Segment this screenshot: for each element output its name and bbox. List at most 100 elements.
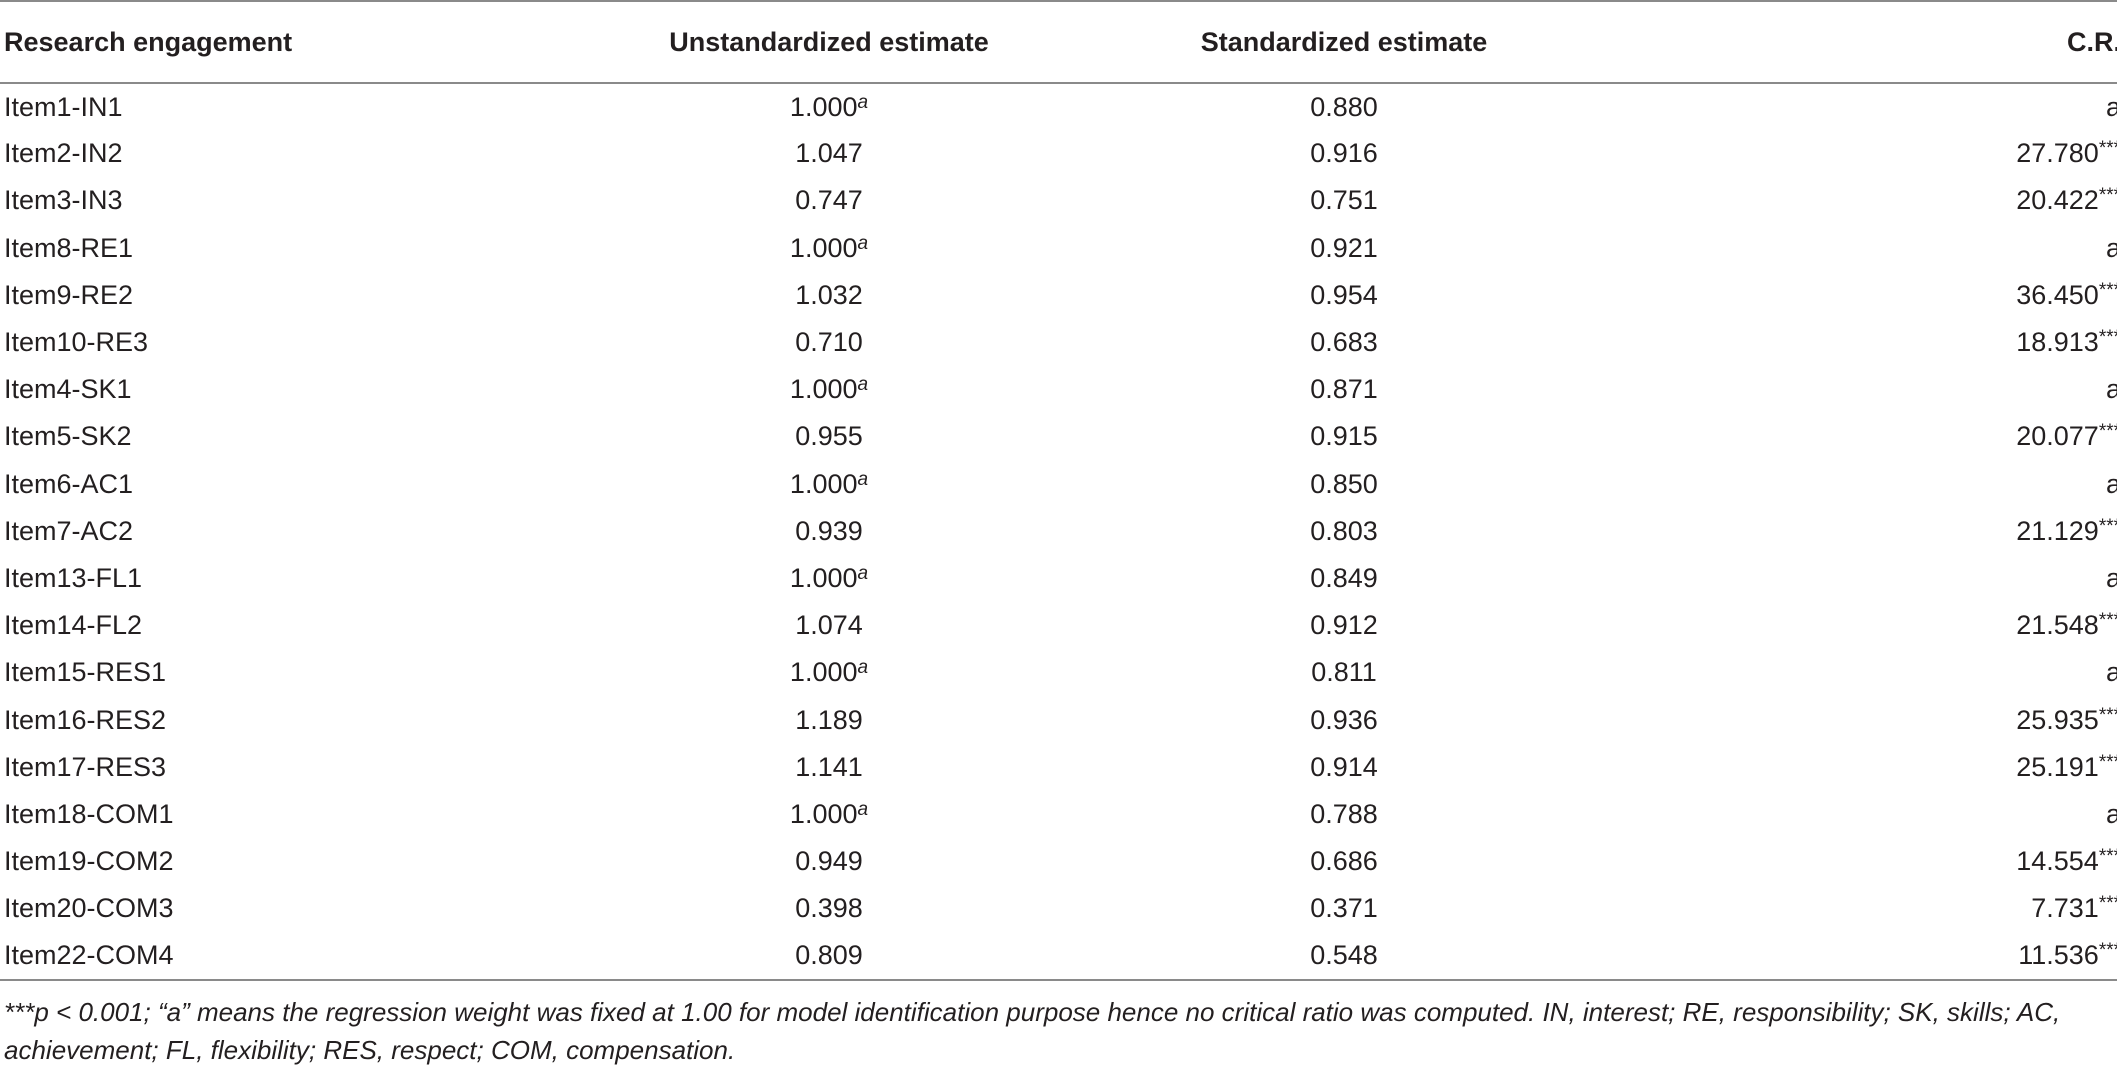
- significance-stars: ***: [2098, 515, 2117, 537]
- unstandardized-value: 0.939: [795, 515, 863, 546]
- unstandardized-cell: 1.047: [564, 130, 1094, 177]
- table-row: Item17-RES3 1.141 0.914 25.191***: [0, 744, 2117, 791]
- unstandardized-value: 1.000: [789, 374, 858, 405]
- critical-ratio-cell: a: [1594, 83, 2117, 130]
- unstandardized-cell: 1.141: [564, 744, 1094, 791]
- unstandardized-cell: 1.074: [564, 602, 1094, 649]
- critical-ratio-cell: 20.422***: [1594, 177, 2117, 224]
- critical-ratio-cell: 11.536***: [1594, 932, 2117, 981]
- critical-ratio-value: a: [2105, 468, 2117, 499]
- standardized-cell: 0.915: [1310, 421, 1378, 452]
- item-cell: Item15-RES1: [4, 657, 167, 688]
- critical-ratio-cell: 25.191***: [1594, 744, 2117, 791]
- standardized-cell: 0.936: [1310, 704, 1378, 735]
- table-row: Item20-COM3 0.398 0.371 7.731***: [0, 885, 2117, 932]
- unstandardized-value: 1.000: [789, 232, 858, 263]
- critical-ratio-value: a: [2105, 374, 2117, 405]
- item-cell: Item8-RE1: [4, 232, 134, 263]
- unstandardized-cell: 1.000a: [564, 366, 1094, 413]
- critical-ratio-cell: 27.780***: [1594, 130, 2117, 177]
- critical-ratio-value: 18.913: [2016, 327, 2099, 358]
- unstandardized-cell: 0.949: [564, 838, 1094, 885]
- critical-ratio-cell: 21.129***: [1594, 508, 2117, 555]
- item-cell: Item19-COM2: [4, 846, 174, 877]
- unstandardized-value: 1.000: [789, 657, 858, 688]
- unstandardized-value: 0.955: [795, 421, 863, 452]
- critical-ratio-cell: a: [1594, 366, 2117, 413]
- significance-stars: ***: [2098, 610, 2117, 632]
- significance-stars: ***: [2098, 279, 2117, 301]
- item-cell: Item5-SK2: [4, 421, 132, 452]
- standardized-cell: 0.686: [1310, 846, 1378, 877]
- significance-stars: ***: [2098, 751, 2117, 773]
- critical-ratio-value: a: [2105, 91, 2117, 122]
- critical-ratio-cell: a: [1594, 791, 2117, 838]
- header-standardized-estimate: Standardized estimate: [1094, 0, 1594, 84]
- significance-stars: ***: [2098, 138, 2117, 160]
- critical-ratio-value: 27.780: [2016, 138, 2099, 169]
- unstandardized-value: 1.000: [789, 798, 858, 829]
- table-body: Item1-IN1 1.000a 0.880 a Item2-IN2 1.047 0.916…: [0, 83, 2117, 981]
- table-row: Item14-FL2 1.074 0.912 21.548***: [0, 602, 2117, 649]
- standardized-cell: 0.912: [1310, 610, 1378, 641]
- table-footnote: ***p < 0.001; “a” means the regression w…: [4, 997, 2061, 1065]
- table-row: Item6-AC1 1.000a 0.850 a: [0, 461, 2117, 508]
- unstandardized-cell: 1.189: [564, 696, 1094, 743]
- fixed-weight-superscript: a: [857, 91, 869, 113]
- table-row: Item9-RE2 1.032 0.954 36.450***: [0, 272, 2117, 319]
- item-cell: Item20-COM3: [4, 893, 174, 924]
- item-cell: Item10-RE3: [4, 327, 149, 358]
- item-cell: Item14-FL2: [4, 610, 143, 641]
- critical-ratio-value: 21.129: [2016, 515, 2099, 546]
- critical-ratio-value: 7.731: [2031, 893, 2099, 924]
- unstandardized-value: 1.047: [795, 138, 863, 169]
- standardized-cell: 0.548: [1094, 932, 1594, 981]
- unstandardized-cell: 0.710: [564, 319, 1094, 366]
- significance-stars: ***: [2098, 939, 2117, 961]
- unstandardized-cell: 1.000a: [564, 649, 1094, 696]
- fixed-weight-superscript: a: [857, 468, 869, 490]
- critical-ratio-value: 20.077: [2016, 421, 2099, 452]
- unstandardized-cell: 1.032: [564, 272, 1094, 319]
- standardized-cell: 0.683: [1310, 327, 1378, 358]
- significance-stars: ***: [2098, 704, 2117, 726]
- critical-ratio-value: 25.191: [2016, 751, 2099, 782]
- fixed-weight-superscript: a: [857, 374, 869, 396]
- significance-stars: ***: [2098, 893, 2117, 915]
- critical-ratio-value: a: [2105, 562, 2117, 593]
- fixed-weight-superscript: a: [857, 232, 869, 254]
- table-row: Item10-RE3 0.710 0.683 18.913***: [0, 319, 2117, 366]
- standardized-cell: 0.871: [1310, 374, 1378, 405]
- item-cell: Item18-COM1: [4, 798, 174, 829]
- critical-ratio-cell: 20.077***: [1594, 413, 2117, 460]
- unstandardized-value: 0.710: [795, 327, 863, 358]
- item-cell: Item4-SK1: [4, 374, 132, 405]
- unstandardized-value: 1.189: [795, 704, 863, 735]
- critical-ratio-cell: 14.554***: [1594, 838, 2117, 885]
- table-row: Item19-COM2 0.949 0.686 14.554***: [0, 838, 2117, 885]
- standardized-cell: 0.921: [1310, 232, 1378, 263]
- critical-ratio-value: 25.935: [2016, 704, 2099, 735]
- unstandardized-cell: 1.000a: [564, 225, 1094, 272]
- critical-ratio-value: a: [2105, 798, 2117, 829]
- unstandardized-cell: 0.955: [564, 413, 1094, 460]
- table-header: Research engagement Unstandardized estim…: [0, 0, 2117, 84]
- table-row: Item13-FL1 1.000a 0.849 a: [0, 555, 2117, 602]
- critical-ratio-cell: 7.731***: [1594, 885, 2117, 932]
- standardized-cell: 0.914: [1310, 751, 1378, 782]
- critical-ratio-value: a: [2105, 232, 2117, 263]
- header-critical-ratio: C.R.: [1594, 0, 2117, 84]
- item-cell: Item13-FL1: [4, 562, 143, 593]
- standardized-cell: 0.849: [1310, 562, 1378, 593]
- unstandardized-value: 0.398: [795, 893, 863, 924]
- critical-ratio-cell: a: [1594, 649, 2117, 696]
- table-row: Item5-SK2 0.955 0.915 20.077***: [0, 413, 2117, 460]
- critical-ratio-cell: a: [1594, 225, 2117, 272]
- item-cell: Item7-AC2: [4, 515, 134, 546]
- header-research-engagement: Research engagement: [0, 0, 564, 84]
- unstandardized-value: 1.000: [789, 91, 858, 122]
- results-table: Research engagement Unstandardized estim…: [0, 0, 2117, 981]
- item-cell: Item2-IN2: [4, 138, 123, 169]
- significance-stars: ***: [2098, 185, 2117, 207]
- unstandardized-value: 1.000: [789, 562, 858, 593]
